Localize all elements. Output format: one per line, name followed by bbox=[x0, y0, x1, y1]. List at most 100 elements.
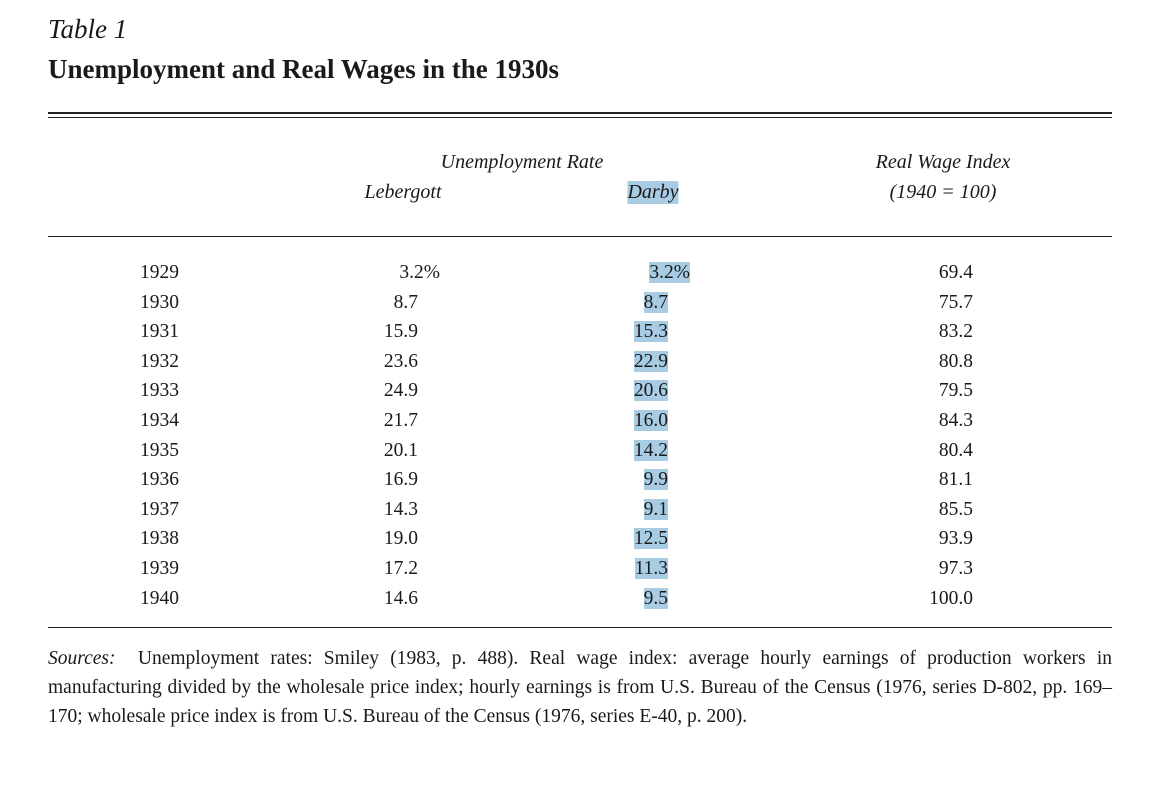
cell-real-wage-value: 75.7 bbox=[938, 291, 973, 313]
cell-lebergott: 19.0 bbox=[384, 528, 418, 550]
cell-real-wage-value: 100.0 bbox=[929, 587, 973, 609]
cell-year-value: 1934 bbox=[140, 410, 179, 431]
cell-darby: 16.0 bbox=[633, 410, 668, 432]
bottom-rule bbox=[48, 627, 1112, 628]
cell-year-value: 1930 bbox=[140, 291, 179, 313]
cell-darby: 15.3 bbox=[633, 321, 668, 343]
cell-lebergott-value: 17.2 bbox=[383, 558, 418, 579]
cell-year: 1937 bbox=[140, 499, 179, 521]
cell-lebergott: 24.9 bbox=[384, 380, 418, 402]
cell-year-value: 1937 bbox=[140, 498, 179, 520]
cell-real-wage: 97.3 bbox=[939, 558, 973, 580]
cell-lebergott: 15.9 bbox=[384, 321, 418, 343]
cell-year: 1938 bbox=[140, 528, 179, 550]
cell-darby-value: 9.1 bbox=[643, 498, 668, 520]
cell-darby-value: 20.6 bbox=[633, 380, 668, 402]
cell-year: 1930 bbox=[140, 292, 179, 314]
cell-year-value: 1929 bbox=[140, 262, 179, 283]
cell-lebergott-value: 15.9 bbox=[383, 321, 418, 343]
cell-real-wage-value: 93.9 bbox=[938, 528, 973, 550]
cell-darby-value: 14.2 bbox=[633, 439, 668, 461]
cell-darby-value: 12.5 bbox=[633, 528, 668, 550]
cell-year: 1940 bbox=[140, 588, 179, 610]
cell-year-value: 1933 bbox=[140, 380, 179, 402]
cell-year: 1932 bbox=[140, 351, 179, 373]
cell-lebergott-value: 14.3 bbox=[383, 498, 418, 520]
cell-darby-value: 8.7 bbox=[643, 291, 668, 313]
cell-year: 1929 bbox=[140, 262, 179, 284]
cell-lebergott-value: 8.7 bbox=[393, 291, 418, 313]
cell-year: 1939 bbox=[140, 558, 179, 580]
cell-real-wage: 80.8 bbox=[939, 351, 973, 373]
cell-real-wage-value: 85.5 bbox=[938, 498, 973, 520]
table-label: Table 1 bbox=[48, 14, 128, 44]
cell-year: 1935 bbox=[140, 440, 179, 462]
cell-real-wage: 100.0 bbox=[929, 588, 973, 610]
cell-real-wage: 84.3 bbox=[939, 410, 973, 432]
cell-year-value: 1932 bbox=[140, 350, 179, 372]
cell-lebergott: 8.7 bbox=[394, 292, 418, 314]
cell-darby: 9.9 bbox=[643, 469, 668, 491]
cell-lebergott-value: 19.0 bbox=[383, 528, 418, 550]
cell-lebergott: 23.6 bbox=[384, 351, 418, 373]
cell-real-wage: 81.1 bbox=[939, 469, 973, 491]
cell-darby-value: 9.9 bbox=[643, 469, 668, 491]
cell-real-wage: 83.2 bbox=[939, 321, 973, 343]
cell-lebergott-value: 16.9 bbox=[383, 469, 418, 491]
cell-year: 1933 bbox=[140, 380, 179, 402]
cell-lebergott: 3.2% bbox=[399, 262, 440, 284]
cell-real-wage: 80.4 bbox=[939, 440, 973, 462]
cell-darby: 9.5 bbox=[643, 587, 668, 610]
cell-darby: 11.3 bbox=[634, 558, 668, 580]
cell-year-value: 1935 bbox=[140, 439, 179, 461]
cell-real-wage: 85.5 bbox=[939, 499, 973, 521]
cell-real-wage-value: 69.4 bbox=[938, 262, 973, 283]
cell-lebergott-value: 20.1 bbox=[383, 439, 418, 461]
cell-real-wage-value: 80.8 bbox=[938, 350, 973, 372]
table-title: Unemployment and Real Wages in the 1930s bbox=[48, 54, 560, 84]
cell-year: 1934 bbox=[140, 410, 179, 432]
cell-real-wage-value: 83.2 bbox=[938, 321, 973, 343]
cell-real-wage-value: 81.1 bbox=[938, 469, 973, 491]
cell-real-wage: 79.5 bbox=[939, 380, 973, 402]
cell-real-wage-value: 79.5 bbox=[938, 380, 973, 402]
cell-darby: 12.5 bbox=[633, 528, 668, 550]
header-lebergott: Lebergott bbox=[364, 181, 442, 203]
cell-real-wage-value: 97.3 bbox=[938, 558, 973, 579]
cell-year-value: 1936 bbox=[140, 469, 179, 491]
cell-lebergott: 14.6 bbox=[384, 588, 418, 610]
cell-darby-value: 15.3 bbox=[633, 321, 668, 343]
cell-darby: 9.1 bbox=[643, 498, 668, 521]
cell-real-wage-value: 80.4 bbox=[938, 439, 973, 461]
cell-darby: 3.2% bbox=[649, 262, 690, 284]
cell-darby-value: 9.5 bbox=[643, 587, 668, 609]
top-rule-inner bbox=[48, 117, 1112, 118]
cell-lebergott: 17.2 bbox=[384, 558, 418, 580]
cell-lebergott: 14.3 bbox=[384, 499, 418, 521]
header-unemployment-rate: Unemployment Rate bbox=[440, 151, 604, 173]
cell-lebergott-value: 21.7 bbox=[383, 410, 418, 431]
cell-real-wage: 93.9 bbox=[939, 528, 973, 550]
cell-year: 1931 bbox=[140, 321, 179, 343]
cell-darby: 22.9 bbox=[633, 350, 668, 373]
cell-darby: 20.6 bbox=[633, 380, 668, 402]
header-real-wage-base: (1940 = 100) bbox=[889, 181, 997, 203]
cell-lebergott-value: 24.9 bbox=[383, 380, 418, 402]
cell-year: 1936 bbox=[140, 469, 179, 491]
cell-darby-value: 16.0 bbox=[633, 410, 668, 431]
sources-text: Unemployment rates: Smiley (1983, p. 488… bbox=[48, 648, 1112, 727]
cell-year-value: 1940 bbox=[140, 587, 179, 609]
cell-lebergott-value: 14.6 bbox=[383, 587, 418, 609]
cell-real-wage: 75.7 bbox=[939, 292, 973, 314]
header-real-wage-index: Real Wage Index bbox=[875, 151, 1011, 173]
cell-year-value: 1939 bbox=[140, 558, 179, 579]
cell-lebergott-value: 23.6 bbox=[383, 350, 418, 372]
cell-darby: 8.7 bbox=[643, 291, 668, 314]
cell-year-value: 1931 bbox=[140, 321, 179, 343]
top-rule bbox=[48, 112, 1112, 114]
sources-label: Sources: bbox=[48, 648, 116, 669]
cell-darby-value: 22.9 bbox=[633, 350, 668, 372]
cell-lebergott: 21.7 bbox=[384, 410, 418, 432]
cell-lebergott: 16.9 bbox=[384, 469, 418, 491]
header-darby: Darby bbox=[627, 181, 679, 204]
